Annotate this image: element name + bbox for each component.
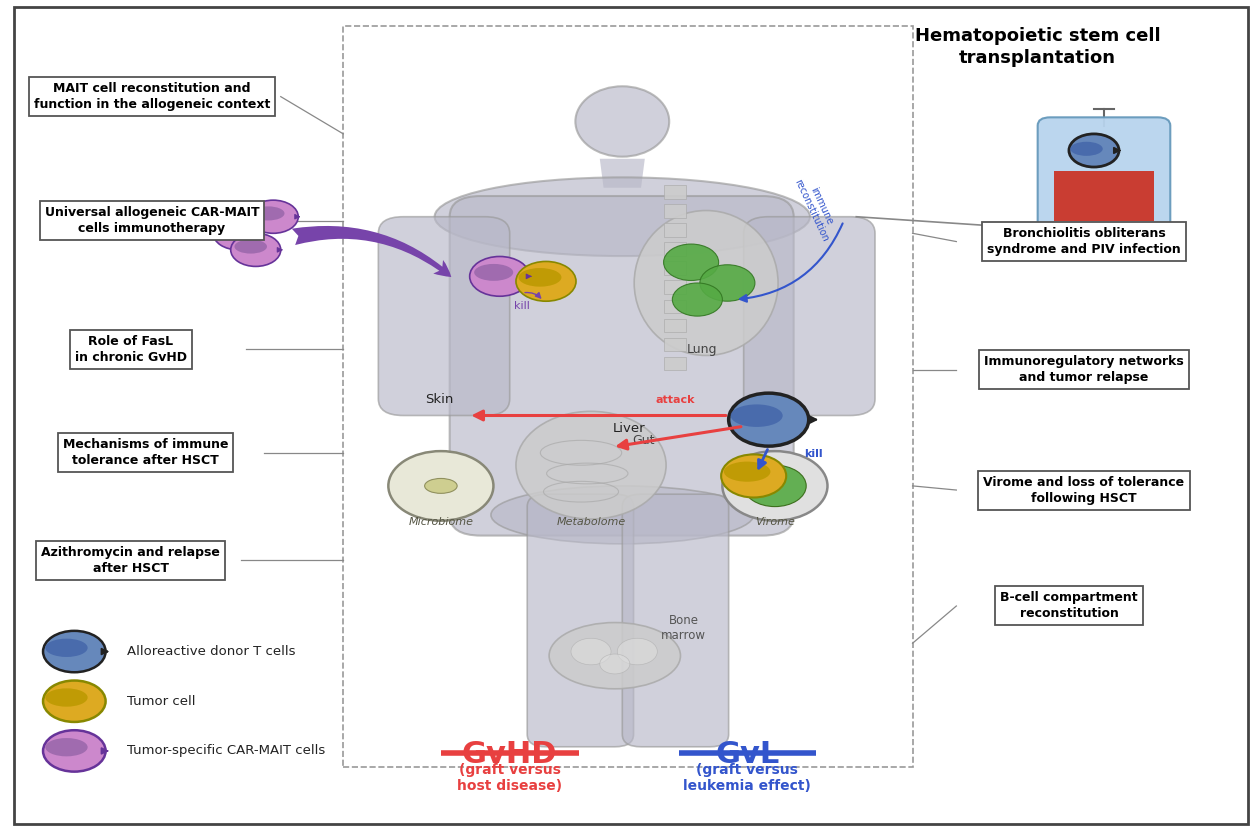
Bar [663,356,686,370]
Ellipse shape [434,177,810,256]
Bar [663,204,686,218]
Text: Metabolome: Metabolome [556,517,625,527]
Circle shape [43,730,106,772]
Ellipse shape [723,461,770,482]
Text: Tumor-specific CAR-MAIT cells: Tumor-specific CAR-MAIT cells [127,745,325,757]
Text: Mechanisms of immune
tolerance after HSCT: Mechanisms of immune tolerance after HSC… [63,438,229,467]
Circle shape [722,451,828,521]
FancyBboxPatch shape [623,494,728,747]
Circle shape [213,217,263,250]
FancyBboxPatch shape [14,7,1248,824]
Circle shape [600,654,630,674]
Ellipse shape [731,405,782,427]
Text: Skin: Skin [425,393,453,406]
Polygon shape [600,159,645,188]
Circle shape [743,465,806,507]
FancyBboxPatch shape [527,494,634,747]
Bar [1054,171,1154,221]
Text: Tumor cell: Tumor cell [127,695,195,708]
Bar [663,224,686,237]
Text: kill: kill [804,449,823,459]
Circle shape [389,451,493,521]
FancyBboxPatch shape [743,217,876,416]
Text: attack: attack [655,395,694,405]
Bar [663,299,686,312]
Circle shape [672,283,722,316]
Text: Bone
marrow: Bone marrow [662,614,706,642]
Bar [343,27,912,768]
Ellipse shape [234,239,267,253]
Circle shape [699,265,755,301]
Ellipse shape [634,210,777,356]
Circle shape [248,200,298,234]
Ellipse shape [1071,142,1103,156]
Text: kill: kill [515,302,530,312]
Text: MAIT cell reconstitution and
function in the allogeneic context: MAIT cell reconstitution and function in… [34,82,270,111]
Circle shape [728,393,809,446]
Text: Liver: Liver [613,422,645,435]
Text: Virome and loss of tolerance
following HSCT: Virome and loss of tolerance following H… [984,475,1185,504]
Circle shape [516,262,576,301]
Circle shape [721,455,786,498]
Circle shape [618,638,658,665]
Circle shape [571,638,611,665]
Text: Virome: Virome [755,517,795,527]
Text: Immunoregulatory networks
and tumor relapse: Immunoregulatory networks and tumor rela… [984,356,1184,385]
Ellipse shape [575,86,669,157]
Ellipse shape [425,479,457,494]
Ellipse shape [252,206,284,220]
Ellipse shape [491,486,754,543]
Text: B-cell compartment
reconstitution: B-cell compartment reconstitution [1000,592,1137,621]
Bar [663,281,686,293]
Text: GvHD: GvHD [462,740,557,770]
Text: Microbiome: Microbiome [409,517,473,527]
Ellipse shape [216,223,249,237]
Text: (graft versus
host disease): (graft versus host disease) [457,763,562,793]
FancyBboxPatch shape [379,217,509,416]
FancyBboxPatch shape [449,196,794,536]
Bar [663,243,686,256]
FancyBboxPatch shape [1038,117,1170,229]
Circle shape [230,234,281,267]
Text: Hematopoietic stem cell
transplantation: Hematopoietic stem cell transplantation [915,27,1160,67]
Text: immune
reconstitution: immune reconstitution [793,173,840,243]
Ellipse shape [45,688,88,706]
Text: Lung: Lung [687,343,717,356]
Circle shape [1069,134,1118,167]
Circle shape [43,681,106,722]
Ellipse shape [518,268,561,287]
Text: GvL: GvL [716,740,780,770]
Text: (graft versus
leukemia effect): (graft versus leukemia effect) [683,763,811,793]
Text: Azithromycin and relapse
after HSCT: Azithromycin and relapse after HSCT [42,546,220,575]
Circle shape [43,631,106,672]
Bar [663,337,686,351]
Text: Alloreactive donor T cells: Alloreactive donor T cells [127,645,296,658]
Text: Gut: Gut [633,435,655,447]
Text: Universal allogeneic CAR-MAIT
cells immunotherapy: Universal allogeneic CAR-MAIT cells immu… [44,206,259,235]
Circle shape [663,244,718,281]
Text: Role of FasL
in chronic GvHD: Role of FasL in chronic GvHD [74,335,186,364]
Bar [663,185,686,199]
Ellipse shape [45,639,88,657]
Ellipse shape [474,264,513,281]
Bar [663,262,686,275]
Circle shape [469,257,530,296]
Bar [663,318,686,332]
Ellipse shape [45,738,88,756]
Ellipse shape [516,411,665,519]
Text: Bronchiolitis obliterans
syndrome and PIV infection: Bronchiolitis obliterans syndrome and PI… [988,227,1181,256]
Ellipse shape [548,622,681,689]
